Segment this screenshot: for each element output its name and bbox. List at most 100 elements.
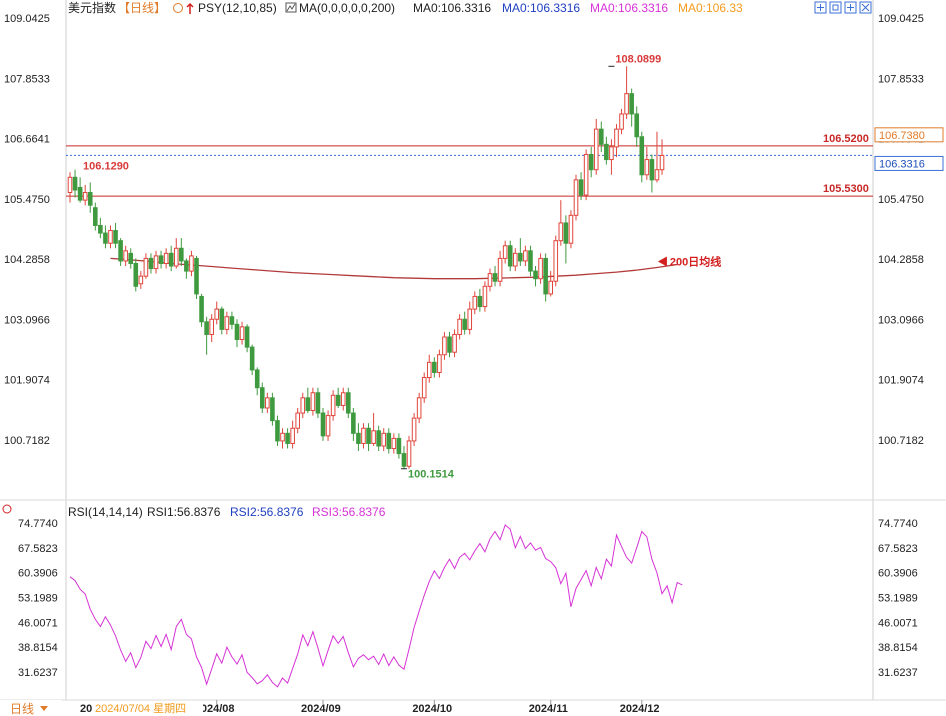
candle-body bbox=[254, 369, 260, 389]
rsi-y-tick-left: 53.1989 bbox=[18, 592, 58, 604]
candle-body bbox=[649, 159, 655, 181]
candle-body bbox=[644, 159, 650, 176]
candle-body bbox=[77, 186, 83, 201]
rsi-title[interactable]: RSI(14,14,14) bbox=[68, 505, 143, 519]
price-tag-label: 106.7380 bbox=[879, 130, 925, 142]
candle-body bbox=[619, 113, 624, 130]
candle-body bbox=[128, 252, 134, 264]
rsi-y-tick-right: 46.0071 bbox=[878, 617, 918, 629]
x-tick-label: 2024/10 bbox=[412, 703, 452, 715]
candle-body bbox=[426, 361, 432, 379]
candle-body bbox=[548, 280, 554, 295]
candle-body bbox=[335, 394, 341, 406]
ma-value-3: MA0:106.3316 bbox=[590, 1, 668, 15]
candle-body bbox=[386, 432, 392, 450]
candle-body bbox=[492, 273, 498, 282]
y-tick-left: 106.6641 bbox=[4, 134, 50, 146]
candle-body bbox=[411, 417, 417, 442]
candle-body bbox=[563, 222, 569, 244]
chevron-down-icon[interactable] bbox=[40, 706, 48, 711]
rsi-y-tick-left: 38.8154 bbox=[18, 642, 58, 654]
rsi-y-tick-left: 60.3906 bbox=[18, 568, 58, 580]
candle-body bbox=[528, 250, 533, 272]
ma-indicator-glyph bbox=[286, 3, 296, 12]
rsi-y-tick-right: 74.7740 bbox=[878, 518, 918, 530]
rsi-y-tick-left: 31.6237 bbox=[18, 667, 58, 679]
candle-body bbox=[523, 250, 528, 262]
period-button-bg[interactable] bbox=[0, 700, 62, 716]
candle-body bbox=[163, 252, 169, 264]
candle-body bbox=[462, 318, 467, 330]
x-tick-label: 2024/08 bbox=[195, 703, 235, 715]
y-tick-right: 103.0966 bbox=[878, 314, 924, 326]
candle-body bbox=[614, 128, 619, 148]
candle-body bbox=[654, 169, 660, 181]
y-tick-right: 107.8533 bbox=[878, 73, 924, 85]
candle-body bbox=[98, 224, 103, 234]
y-tick-left: 105.4750 bbox=[4, 194, 50, 206]
rsi-y-tick-right: 60.3906 bbox=[878, 568, 918, 580]
candle-body bbox=[593, 128, 599, 171]
candle-body bbox=[376, 430, 381, 447]
x-tick-label: 2024/11 bbox=[529, 703, 568, 715]
current-price-tag-label: 106.3316 bbox=[879, 158, 925, 170]
candle-body bbox=[315, 392, 321, 414]
candle-body bbox=[351, 412, 356, 434]
candle-body bbox=[340, 392, 346, 406]
candle-body bbox=[214, 308, 220, 320]
rsi-y-tick-right: 38.8154 bbox=[878, 642, 918, 654]
candle-body bbox=[659, 154, 665, 171]
candle-body bbox=[204, 321, 209, 335]
candle-body bbox=[366, 427, 371, 444]
candle-body bbox=[234, 323, 240, 341]
low-annotation: 100.1514 bbox=[408, 469, 455, 481]
candle-body bbox=[346, 392, 351, 414]
rsi-settings-icon[interactable] bbox=[2, 504, 12, 514]
candle-body bbox=[194, 257, 199, 295]
restore-icon[interactable] bbox=[829, 1, 842, 14]
restore-glyph bbox=[832, 4, 839, 11]
candle-body bbox=[330, 394, 336, 417]
period-label[interactable]: 【日线】 bbox=[118, 1, 166, 15]
rsi3-value: RSI3:56.8376 bbox=[312, 505, 386, 519]
y-tick-left: 107.8533 bbox=[4, 73, 50, 85]
candle-body bbox=[588, 153, 594, 171]
level-label: 105.5300 bbox=[823, 183, 869, 195]
price-tag-box bbox=[874, 127, 944, 143]
candle-body bbox=[568, 214, 574, 244]
candle-body bbox=[634, 113, 640, 138]
y-tick-right: 104.2858 bbox=[878, 254, 924, 266]
candle-body bbox=[472, 295, 478, 310]
candle-body bbox=[320, 412, 326, 437]
ma200-line bbox=[110, 257, 678, 280]
candle-body bbox=[168, 252, 174, 267]
candle-body bbox=[497, 257, 503, 282]
candle-body bbox=[300, 397, 306, 414]
candle-body bbox=[381, 432, 387, 447]
candle-body bbox=[209, 318, 214, 335]
rsi1-value: RSI1:56.8376 bbox=[147, 505, 221, 519]
candle-body bbox=[290, 427, 295, 444]
ma-params[interactable]: MA(0,0,0,0,0,200) bbox=[299, 1, 395, 15]
settings-icon[interactable] bbox=[173, 3, 183, 13]
instrument-name: 美元指数 bbox=[68, 0, 116, 15]
close-glyph bbox=[861, 3, 870, 12]
ma-indicator-icon bbox=[285, 2, 297, 13]
period-button[interactable]: 日线 bbox=[10, 702, 34, 716]
expand-glyph bbox=[817, 4, 824, 11]
candle-body bbox=[87, 192, 93, 206]
candle-body bbox=[118, 240, 123, 262]
psy-label[interactable]: PSY(12,10,85) bbox=[198, 1, 277, 15]
hover-date-label: 2024/07/04 星期四 bbox=[95, 702, 186, 715]
candle-body bbox=[639, 136, 645, 176]
candle-body bbox=[229, 316, 235, 325]
candle-body bbox=[356, 432, 361, 444]
candle-body bbox=[138, 275, 144, 285]
level-label: 106.5200 bbox=[823, 133, 869, 145]
rsi-line bbox=[69, 524, 683, 688]
candle-body bbox=[583, 153, 589, 196]
candle-body bbox=[442, 336, 447, 356]
y-tick-right: 105.4750 bbox=[878, 194, 924, 206]
high-annotation: 108.0899 bbox=[615, 53, 661, 65]
